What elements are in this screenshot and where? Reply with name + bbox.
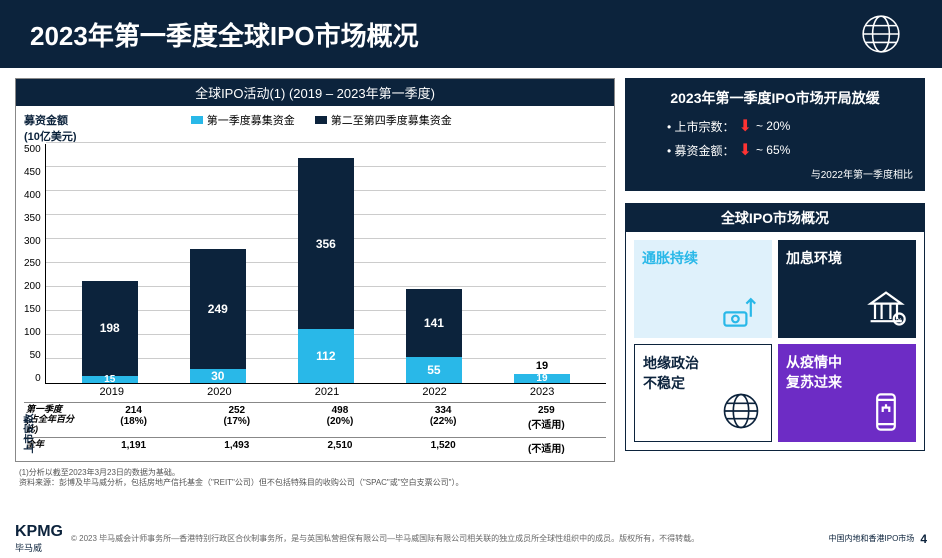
legend-q1: 第一季度募集资金 [191,112,295,128]
row2-cells: 1,1911,4932,5101,520(不适用) [82,440,606,455]
overview-cell: 从疫情中复苏过来 [778,344,916,442]
info-box-title: 2023年第一季度IPO市场开局放缓 [637,88,913,108]
svg-text:%: % [896,317,902,324]
copyright-text: © 2023 毕马威会计师事务所—香港特别行政区合伙制事务所，是与英国私营担保有… [71,533,829,544]
globe-icon [719,389,763,433]
overview-cell: 通胀持续 [634,240,772,338]
row1-cells: 214(18%)252(17%)498(20%)334(22%)259(不适用) [82,405,606,435]
side-axis-label: 上市宗数 [21,414,36,454]
bar-group: 1919 [512,374,572,383]
bar-group: 15198 [80,281,140,383]
y-axis-label: 募资金额 (10亿美元) [24,112,77,144]
summary-table: 第一季度(占全年百分比) 214(18%)252(17%)498(20%)334… [24,402,606,457]
y-axis-ticks: 500450400350300250200150100500 [24,144,45,384]
page-title: 2023年第一季度全球IPO市场概况 [30,16,419,53]
legend-q24: 第二至第四季度募集资金 [315,112,452,128]
bar-plot: 15198 30249 112356 55141 1919 [45,144,606,384]
overview-card: 全球IPO市场概况 通胀持续加息环境%地缘政治不稳定从疫情中复苏过来 [625,203,925,451]
page-header: 2023年第一季度全球IPO市场概况 [0,0,942,68]
overview-cell: 地缘政治不稳定 [634,344,772,442]
right-column: 2023年第一季度IPO市场开局放缓 • 上市宗数： ⬇ ~ 20% • 募资金… [625,78,925,488]
bar-group: 30249 [188,249,248,383]
inflation-icon [720,286,764,330]
bar-group: 112356 [296,158,356,383]
chart-title: 全球IPO活动(1) (2019 – 2023年第一季度) [16,79,614,106]
chart-container: 全球IPO活动(1) (2019 – 2023年第一季度) 募资金额 (10亿美… [15,78,615,462]
logo: KPMG 毕马威 [15,523,71,554]
bank-icon: % [864,286,908,330]
page-footer: KPMG 毕马威 © 2023 毕马威会计师事务所—香港特别行政区合伙制事务所，… [0,523,942,554]
info-line-1: • 上市宗数： ⬇ ~ 20% [637,116,913,136]
footer-right-text: 中国内地和香港IPO市场 [829,533,915,544]
overview-cell: 加息环境% [778,240,916,338]
table-row: 第一季度(占全年百分比) 214(18%)252(17%)498(20%)334… [24,402,606,437]
globe-icon [860,13,902,55]
x-axis-labels: 20192020202120222023 [24,386,606,398]
page-number: 4 [920,532,927,546]
info-box: 2023年第一季度IPO市场开局放缓 • 上市宗数： ⬇ ~ 20% • 募资金… [625,78,925,191]
info-line-2: • 募资金额： ⬇ ~ 65% [637,140,913,160]
overview-grid: 通胀持续加息环境%地缘政治不稳定从疫情中复苏过来 [626,232,924,450]
down-arrow-icon: ⬇ [739,140,752,160]
left-column: 全球IPO活动(1) (2019 – 2023年第一季度) 募资金额 (10亿美… [15,78,615,488]
chart-legend: 第一季度募集资金 第二至第四季度募集资金 [191,112,452,128]
table-row: 全年 1,1911,4932,5101,520(不适用) [24,437,606,457]
bar-group: 55141 [404,289,464,383]
overview-title: 全球IPO市场概况 [626,204,924,232]
plot-area: 500450400350300250200150100500 15198 3024… [24,144,606,384]
footnote: (1)分析以截至2023年3月23日的数据为基础。 资料来源：彭博及毕马威分析，… [15,468,615,489]
content-area: 全球IPO活动(1) (2019 – 2023年第一季度) 募资金额 (10亿美… [0,68,942,488]
chart-body: 募资金额 (10亿美元) 第一季度募集资金 第二至第四季度募集资金 500450… [16,106,614,461]
phone-icon [864,390,908,434]
down-arrow-icon: ⬇ [739,116,752,136]
info-box-footer: 与2022年第一季度相比 [637,166,913,181]
